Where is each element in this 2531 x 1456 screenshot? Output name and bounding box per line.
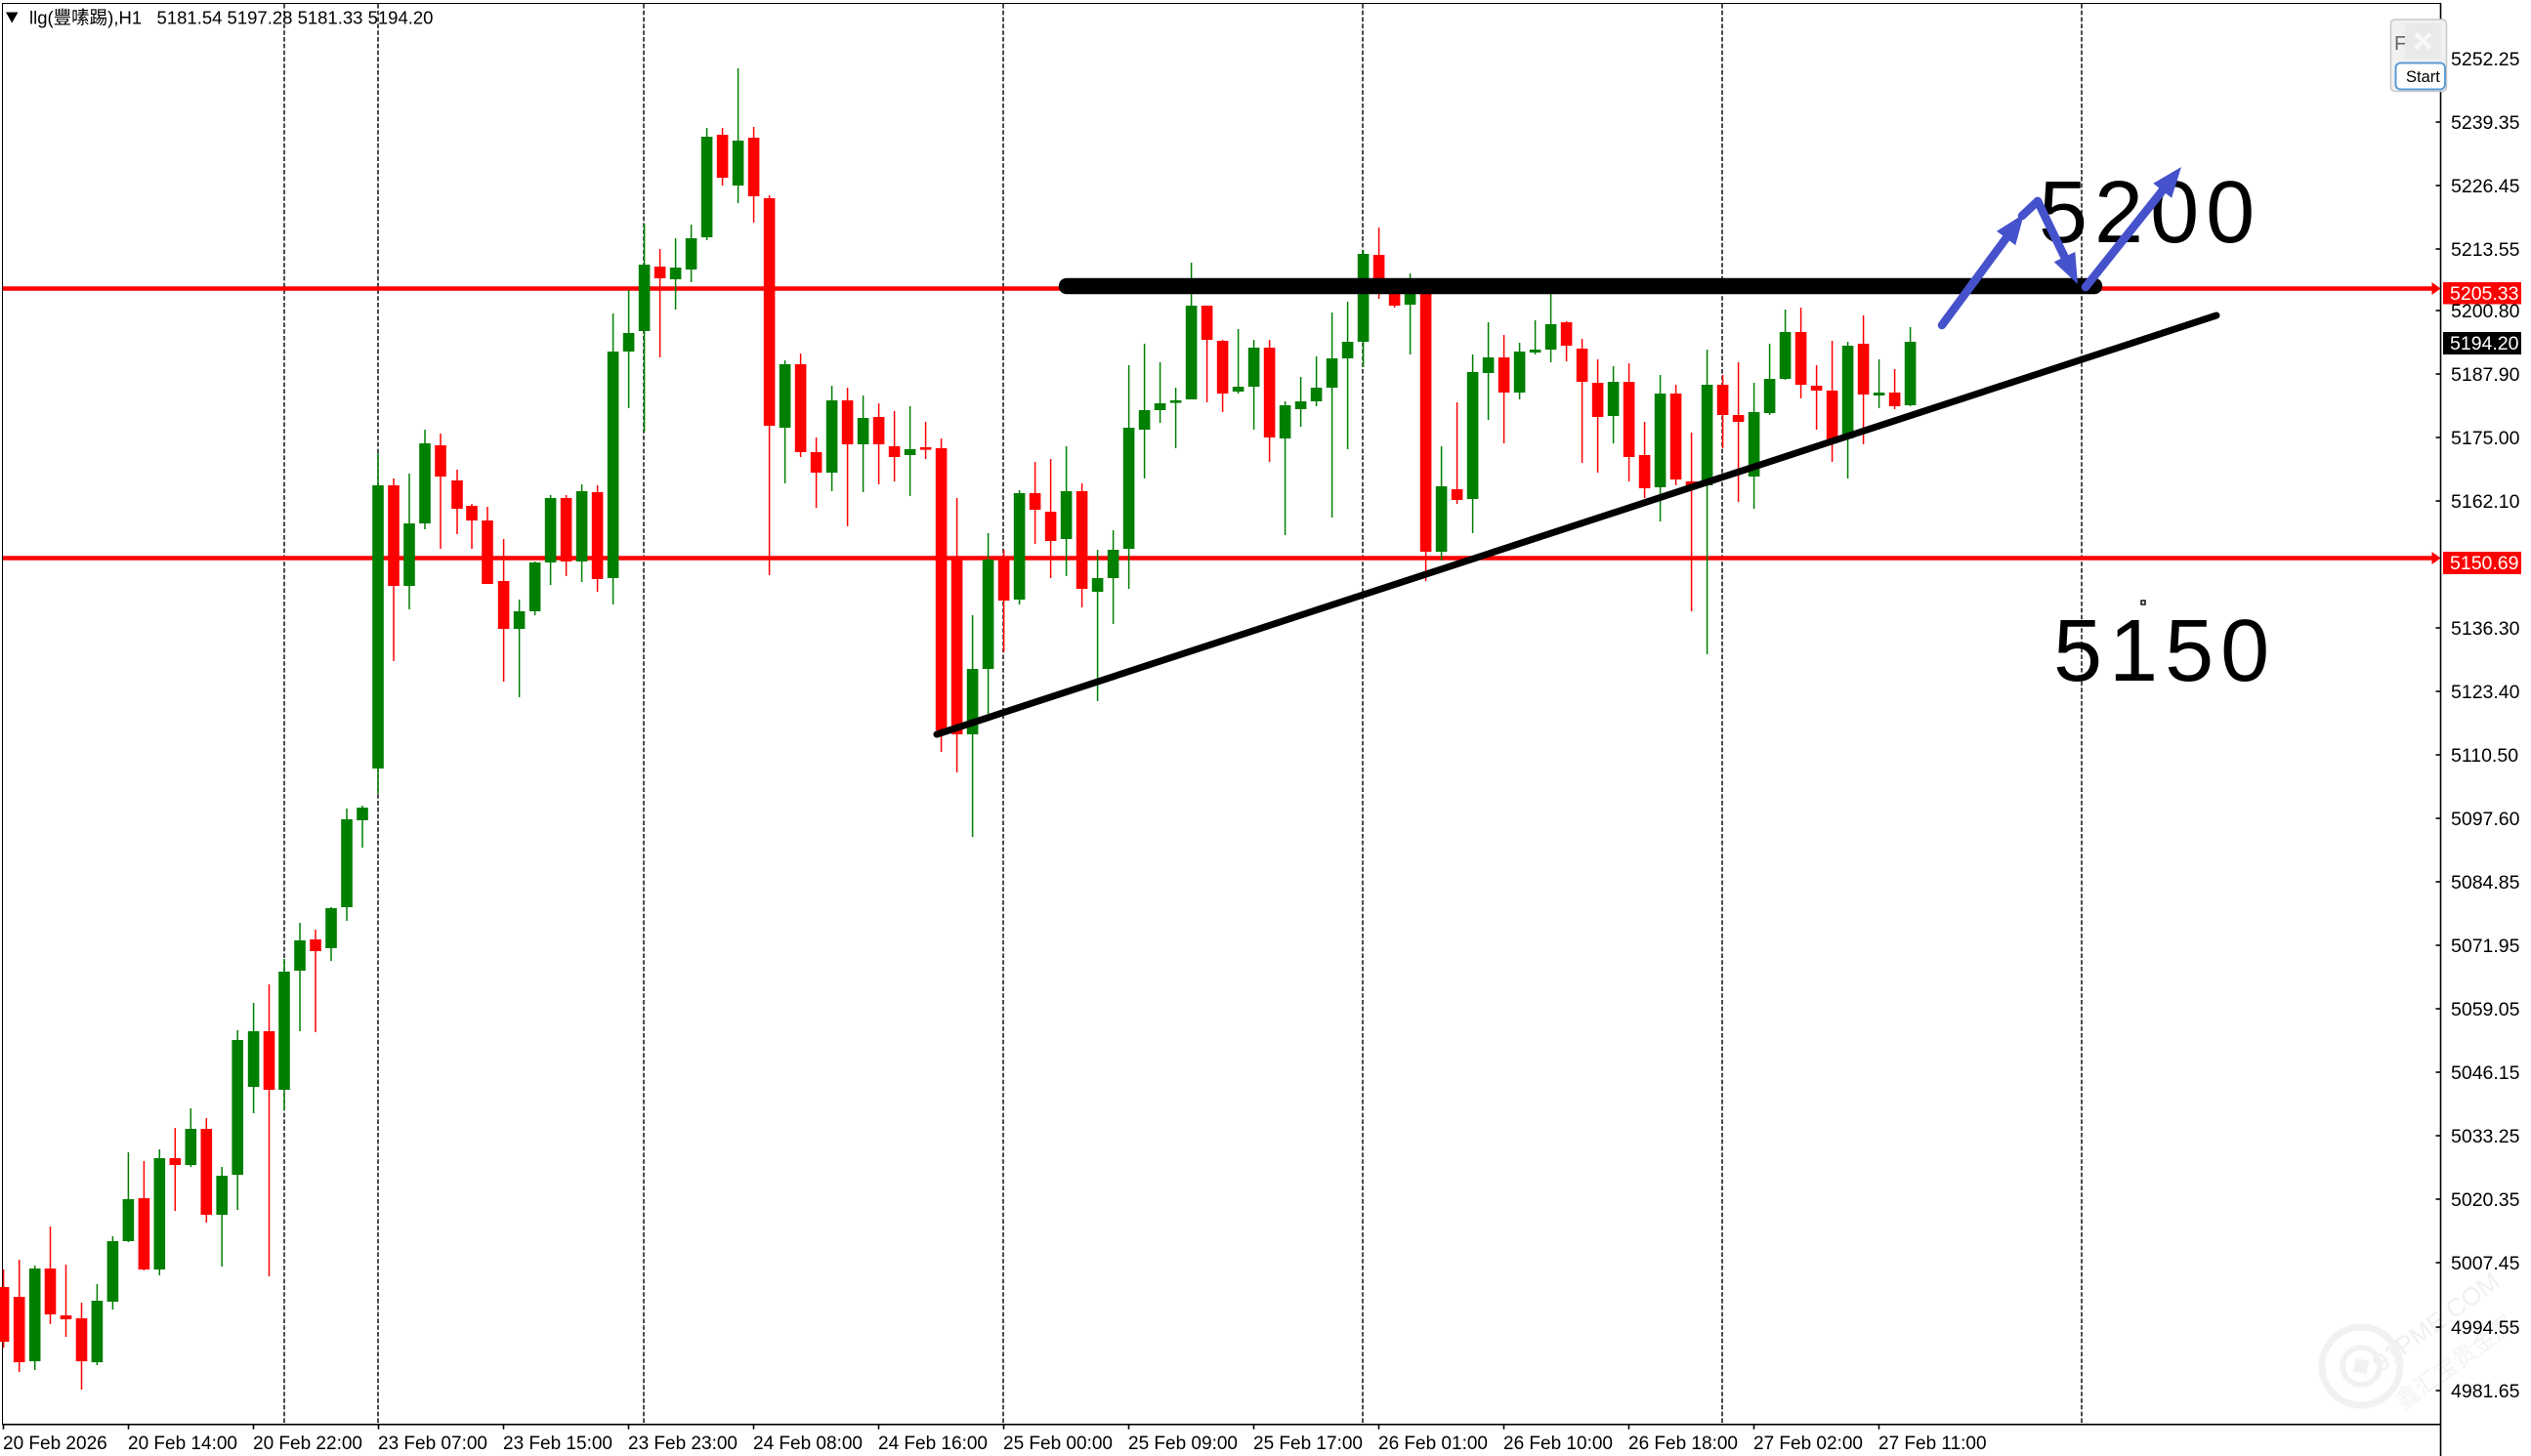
svg-text:5175.00: 5175.00 [2451,428,2520,449]
svg-text:5007.45: 5007.45 [2451,1253,2520,1274]
svg-text:5136.30: 5136.30 [2451,618,2520,640]
svg-text:5226.45: 5226.45 [2451,176,2520,197]
svg-text:23 Feb 23:00: 23 Feb 23:00 [628,1434,738,1454]
svg-text:4981.65: 4981.65 [2451,1381,2520,1402]
svg-text:24 Feb 08:00: 24 Feb 08:00 [753,1434,863,1454]
svg-text:25 Feb 09:00: 25 Feb 09:00 [1128,1434,1238,1454]
svg-text:26 Feb 10:00: 26 Feb 10:00 [1503,1434,1613,1454]
svg-text:5071.95: 5071.95 [2451,936,2520,957]
svg-text:5110.50: 5110.50 [2451,745,2518,767]
svg-text:27 Feb 11:00: 27 Feb 11:00 [1878,1434,1987,1454]
svg-text:25 Feb 17:00: 25 Feb 17:00 [1253,1434,1363,1454]
svg-text:27 Feb 02:00: 27 Feb 02:00 [1753,1434,1863,1454]
svg-text:5033.25: 5033.25 [2451,1126,2520,1147]
svg-text:20 Feb 14:00: 20 Feb 14:00 [128,1434,237,1454]
svg-text:llg(豐嗉踢),H1 5181.54 5197.28: llg(豐嗉踢),H1 5181.54 5197.28 5181.33 5194… [29,8,433,28]
svg-text:5205.33: 5205.33 [2450,283,2519,305]
svg-text:23 Feb 15:00: 23 Feb 15:00 [503,1434,612,1454]
svg-text:24 Feb 16:00: 24 Feb 16:00 [878,1434,988,1454]
svg-text:5150: 5150 [2053,603,2276,700]
svg-text:26 Feb 01:00: 26 Feb 01:00 [1378,1434,1488,1454]
svg-text:5187.90: 5187.90 [2451,364,2520,386]
svg-text:25 Feb 00:00: 25 Feb 00:00 [1003,1434,1113,1454]
svg-text:5213.55: 5213.55 [2451,239,2520,261]
svg-text:5239.35: 5239.35 [2451,112,2520,134]
svg-text:5059.05: 5059.05 [2451,999,2520,1020]
svg-text:F: F [2394,33,2406,55]
svg-text:5084.85: 5084.85 [2451,872,2520,894]
svg-text:Start: Start [2406,68,2440,86]
svg-text:5194.20: 5194.20 [2450,333,2519,354]
svg-text:26 Feb 18:00: 26 Feb 18:00 [1628,1434,1738,1454]
svg-text:5162.10: 5162.10 [2451,491,2520,513]
svg-text:5150.69: 5150.69 [2450,553,2519,574]
svg-text:5046.15: 5046.15 [2451,1062,2520,1084]
svg-text:5252.25: 5252.25 [2451,49,2520,70]
svg-text:5020.35: 5020.35 [2451,1189,2520,1211]
svg-text:5200: 5200 [2039,164,2261,262]
svg-text:20 Feb 2026: 20 Feb 2026 [3,1434,107,1454]
svg-text:20 Feb 22:00: 20 Feb 22:00 [253,1434,362,1454]
svg-text:5097.60: 5097.60 [2451,809,2520,830]
svg-text:5123.40: 5123.40 [2451,682,2520,703]
svg-text:4994.55: 4994.55 [2451,1317,2520,1339]
svg-text:23 Feb 07:00: 23 Feb 07:00 [378,1434,487,1454]
svg-text:5200.80: 5200.80 [2451,301,2520,322]
